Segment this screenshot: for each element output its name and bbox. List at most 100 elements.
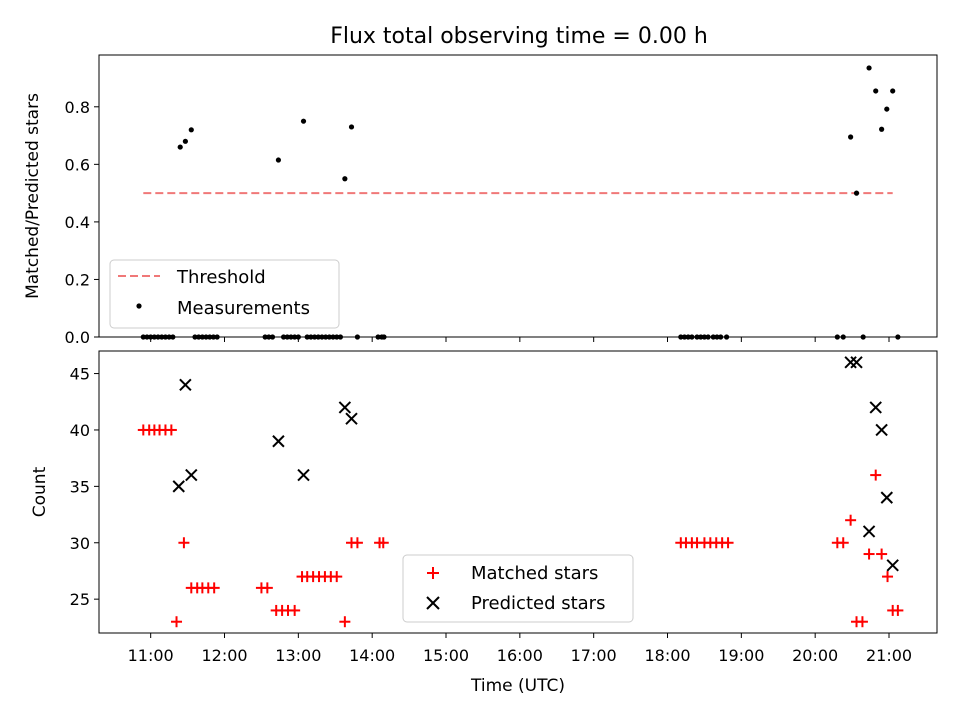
top-legend-box	[109, 259, 340, 329]
measurement-point	[148, 334, 154, 340]
predicted-star-point	[172, 480, 185, 493]
predicted-star-marker-b	[172, 480, 185, 493]
matched-star-point	[289, 604, 301, 616]
measurement-point	[848, 134, 854, 140]
measurements-series	[140, 65, 901, 340]
measurement-point	[280, 334, 287, 340]
measurement-point	[275, 157, 282, 163]
legend-predicted-label: Predicted stars	[471, 593, 605, 614]
matched-star-point	[870, 469, 882, 481]
matched-star-point	[208, 582, 220, 594]
x-tick-label: 21:00	[866, 646, 912, 665]
measurement-point	[203, 334, 209, 340]
matched-star-point	[178, 537, 190, 549]
measurement-point	[151, 334, 157, 340]
matched-star-point	[261, 582, 273, 594]
matched-star-point	[171, 616, 183, 628]
measurement-point	[144, 334, 150, 340]
measurement-point	[295, 334, 301, 340]
matched-star-point	[837, 537, 849, 549]
predicted-star-point	[345, 412, 358, 425]
measurement-point	[873, 88, 879, 94]
bottom-y-tick-label: 30	[70, 534, 90, 553]
predicted-star-point	[875, 423, 888, 437]
measurement-point	[311, 334, 318, 340]
bottom-panel: 25 30 35 40 45 11:00 12:00 13:00 14:00 15:00 16:0…	[30, 350, 938, 696]
measurement-point	[210, 334, 217, 340]
matched-star-point	[351, 537, 363, 549]
matched-star-point	[845, 514, 857, 526]
predicted-star-marker-b	[272, 435, 285, 448]
measurement-point	[705, 334, 711, 340]
measurement-point	[678, 334, 684, 340]
bottom-y-tick-label: 35	[70, 477, 90, 496]
predicted-star-marker-b	[875, 423, 888, 437]
measurement-point	[308, 334, 314, 340]
measurement-point	[348, 124, 355, 130]
x-tick-label: 16:00	[497, 646, 543, 665]
predicted-star-point	[862, 525, 876, 538]
bottom-y-tick-label: 45	[70, 365, 90, 384]
bottom-x-axis: 11:00 12:00 13:00 14:00 15:00 16:00 17:00 18:00…	[128, 633, 912, 665]
matched-star-point	[882, 571, 894, 583]
predicted-star-point	[272, 435, 285, 448]
measurement-point	[192, 334, 198, 340]
measurement-point	[698, 334, 704, 340]
legend-predicted-swatch	[426, 596, 440, 610]
x-tick-label: 12:00	[201, 646, 247, 665]
predicted-star-marker-b	[297, 468, 310, 482]
measurement-point	[381, 334, 387, 340]
top-y-axis: 0.0 0.2 0.4 0.6 0.8	[65, 98, 99, 347]
measurement-point	[315, 334, 321, 340]
measurement-point	[330, 334, 336, 340]
measurement-point	[710, 334, 716, 340]
legend-measurements-swatch	[136, 303, 142, 309]
predicted-star-marker-b	[869, 401, 882, 414]
predicted-star-point	[844, 356, 857, 369]
bottom-panel-frame	[98, 350, 938, 634]
measurement-point	[884, 106, 890, 112]
predicted-star-marker-b	[886, 559, 899, 572]
measurement-point	[354, 334, 361, 340]
predicted-star-point	[179, 378, 192, 392]
measurement-point	[326, 334, 332, 340]
top-y-axis-label: Matched/Predicted stars	[23, 93, 43, 299]
predicted-star-point	[850, 356, 863, 369]
matched-star-point	[339, 616, 351, 628]
predicted-star-point	[185, 468, 198, 482]
x-tick-label: 13:00	[275, 646, 321, 665]
measurement-point	[890, 88, 896, 94]
measurement-point	[266, 334, 272, 340]
measurement-point	[834, 334, 840, 340]
measurement-point	[207, 334, 213, 340]
measurement-point	[170, 334, 176, 340]
bottom-y-axis-label: Count	[30, 466, 50, 517]
measurement-point	[840, 334, 846, 340]
matched-star-point	[856, 616, 868, 628]
measurement-point	[140, 334, 146, 340]
x-tick-label: 17:00	[571, 646, 617, 665]
predicted-star-marker-b	[338, 401, 352, 414]
predicted-star-marker-b	[185, 468, 198, 482]
matched-star-point	[863, 548, 875, 560]
legend-matched-swatch	[427, 567, 439, 579]
x-tick-label: 19:00	[718, 646, 764, 665]
matched-star-point	[331, 571, 343, 583]
top-y-tick-label: 0.8	[65, 98, 90, 117]
bottom-y-tick-label: 40	[70, 421, 90, 440]
matched-stars-series	[137, 424, 904, 628]
top-y-tick-label: 0.6	[65, 155, 90, 174]
top-panel-frame	[98, 54, 938, 338]
measurement-point	[701, 334, 708, 340]
measurement-point	[375, 334, 381, 340]
predicted-star-point	[869, 401, 882, 414]
predicted-star-marker-b	[862, 525, 876, 538]
measurement-point	[334, 334, 340, 340]
x-axis-label: Time (UTC)	[470, 676, 565, 696]
top-panel: 0.00.20.40.60.8 Matched/Predicted stars …	[23, 54, 938, 347]
matched-star-point	[876, 548, 888, 560]
measurement-point	[182, 138, 188, 144]
measurement-point	[269, 334, 276, 340]
measurement-point	[284, 334, 290, 340]
measurement-point	[860, 334, 866, 340]
